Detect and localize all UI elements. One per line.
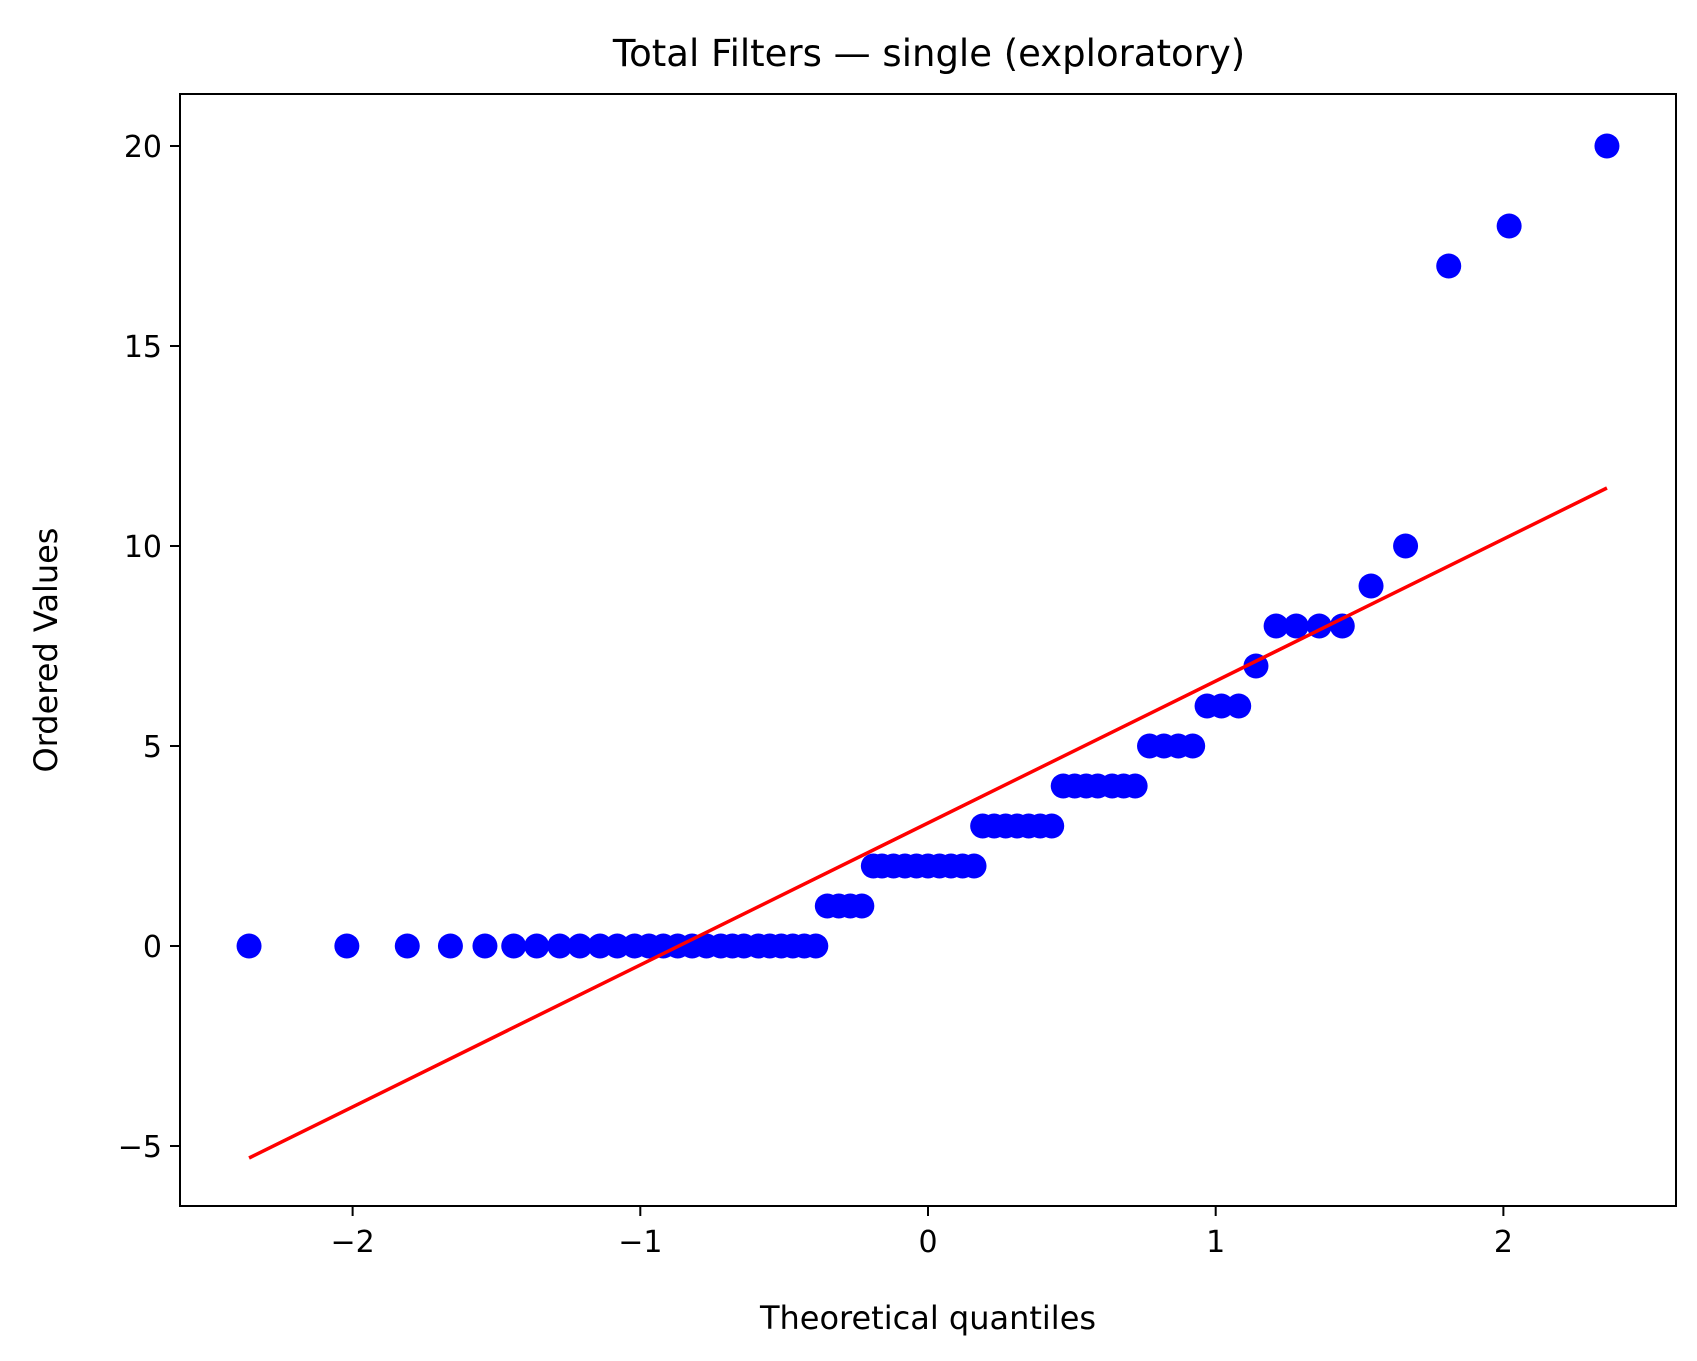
reference-fit-line [248, 486, 1608, 1160]
plot-marks [236, 133, 1620, 1160]
x-axis-ticks: −2 −1 0 1 2 [330, 1206, 1513, 1260]
data-point [394, 933, 420, 959]
data-point [1496, 213, 1522, 239]
data-point [961, 853, 987, 879]
y-tick-label: 5 [143, 730, 162, 765]
data-point [1208, 693, 1234, 719]
data-point [547, 933, 573, 959]
y-tick-label: 15 [124, 330, 162, 365]
plot-area-frame [179, 93, 1677, 1207]
data-point [1039, 813, 1065, 839]
y-axis-label: Ordered Values [27, 528, 65, 773]
data-point [604, 933, 630, 959]
data-point [236, 933, 262, 959]
x-tick-label: −1 [618, 1225, 662, 1260]
x-tick-label: 2 [1494, 1225, 1513, 1260]
x-axis-label: Theoretical quantiles [759, 1299, 1096, 1337]
data-point [1226, 693, 1252, 719]
data-point [501, 933, 527, 959]
data-point [1594, 133, 1620, 159]
chart-title: Total Filters — single (exploratory) [612, 32, 1245, 75]
y-tick-label: −5 [118, 1130, 162, 1165]
data-point [1393, 533, 1419, 559]
y-tick-label: 10 [124, 530, 162, 565]
data-point [1122, 773, 1148, 799]
data-point [1263, 613, 1289, 639]
y-tick-label: 20 [124, 130, 162, 165]
data-point [1358, 573, 1384, 599]
y-tick-label: 0 [143, 930, 162, 965]
x-tick-label: 1 [1206, 1225, 1225, 1260]
x-tick-label: −2 [330, 1225, 374, 1260]
x-tick-label: 0 [918, 1225, 937, 1260]
data-point [1436, 253, 1462, 279]
data-point [524, 933, 550, 959]
y-axis-ticks: −5 0 5 10 15 20 [118, 130, 180, 1165]
data-point [334, 933, 360, 959]
data-point [803, 933, 829, 959]
data-point [472, 933, 498, 959]
data-point [1180, 733, 1206, 759]
data-point [1283, 613, 1309, 639]
data-point [437, 933, 463, 959]
data-point [849, 893, 875, 919]
data-point [567, 933, 593, 959]
data-point [587, 933, 613, 959]
